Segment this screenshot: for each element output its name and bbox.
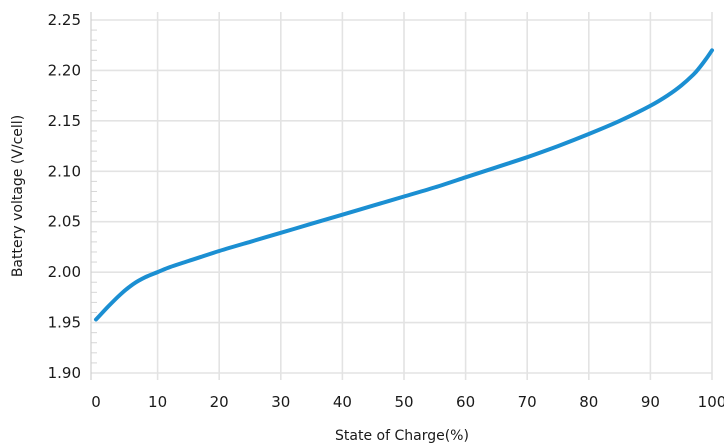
- y-tick-label: 2.15: [48, 112, 81, 130]
- x-tick-label: 40: [333, 393, 352, 411]
- minor-ticks: [91, 29, 97, 364]
- series-layer: [94, 48, 714, 322]
- y-tick-label: 2.25: [48, 11, 81, 29]
- x-tick-label: 70: [518, 393, 537, 411]
- y-tick-label: 2.10: [48, 162, 81, 180]
- x-tick-label: 30: [271, 393, 290, 411]
- x-axis-title: State of Charge(%): [335, 428, 469, 444]
- x-tick-label: 10: [148, 393, 167, 411]
- x-tick-label: 60: [456, 393, 475, 411]
- x-tick-label: 50: [394, 393, 413, 411]
- y-tick-label: 2.20: [48, 61, 81, 79]
- voltage-curve-line: [94, 48, 714, 322]
- x-tick-label: 20: [210, 393, 229, 411]
- y-tick-label: 1.90: [48, 364, 81, 382]
- y-tick-labels: 1.90 1.95 2.00 2.05 2.10 2.15 2.20 2.25: [48, 11, 81, 382]
- y-axis-title: Battery voltage (V/cell): [10, 115, 26, 277]
- grid: [91, 12, 713, 380]
- x-tick-labels: 0 10 20 30 40 50 60 70 80 90 100: [91, 393, 724, 411]
- x-tick-label: 100: [698, 393, 724, 411]
- y-tick-label: 2.05: [48, 213, 81, 231]
- x-tick-label: 0: [91, 393, 101, 411]
- y-tick-label: 2.00: [48, 263, 81, 281]
- x-tick-label: 80: [579, 393, 598, 411]
- x-tick-label: 90: [641, 393, 660, 411]
- y-tick-label: 1.95: [48, 314, 81, 332]
